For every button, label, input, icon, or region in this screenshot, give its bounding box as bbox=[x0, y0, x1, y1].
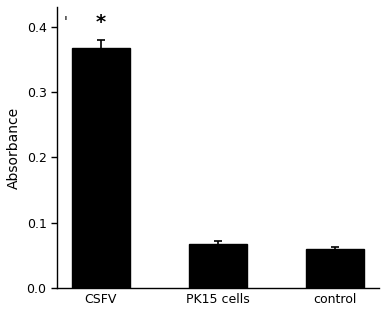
Y-axis label: Absorbance: Absorbance bbox=[7, 106, 21, 189]
Text: *: * bbox=[96, 13, 106, 32]
Bar bbox=[306, 249, 364, 288]
Bar bbox=[189, 244, 247, 288]
Text: ': ' bbox=[63, 15, 67, 29]
Bar bbox=[71, 48, 130, 288]
